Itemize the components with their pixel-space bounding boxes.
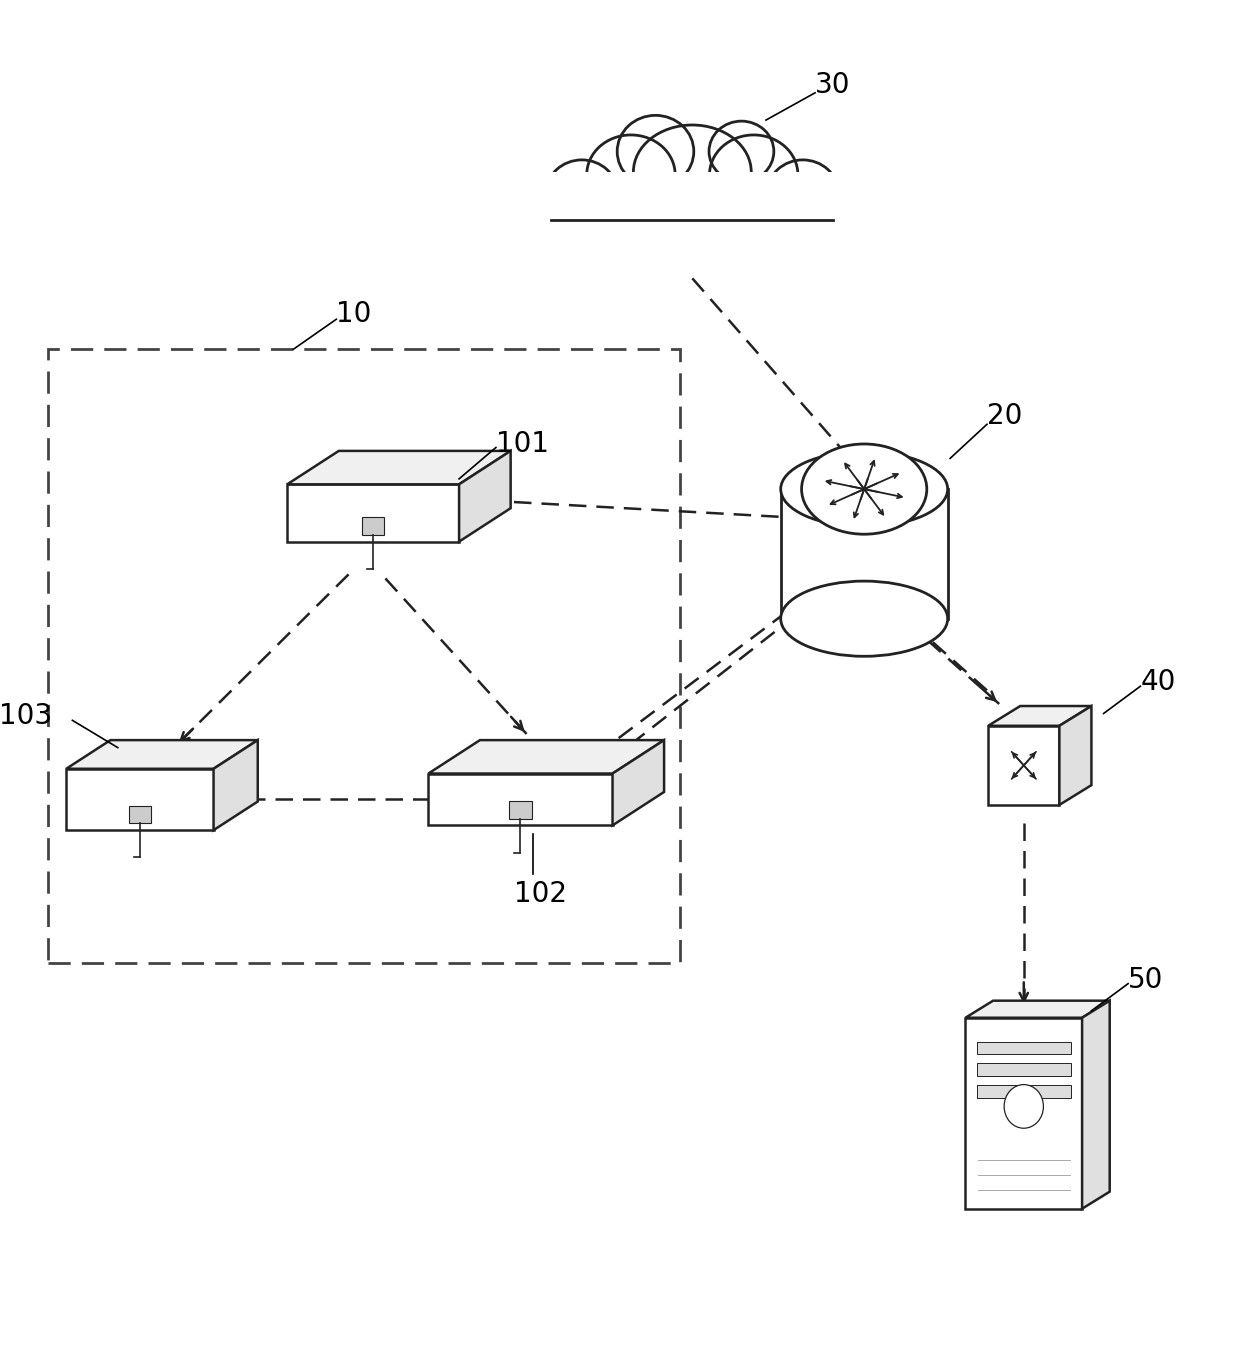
Ellipse shape	[618, 115, 694, 187]
Text: 50: 50	[1128, 965, 1163, 994]
Text: 10: 10	[336, 299, 372, 328]
Text: 20: 20	[987, 402, 1022, 431]
Polygon shape	[459, 451, 511, 541]
Circle shape	[1004, 1084, 1043, 1128]
Polygon shape	[966, 1018, 1083, 1208]
Polygon shape	[213, 740, 258, 830]
Text: 30: 30	[815, 71, 851, 98]
Polygon shape	[288, 451, 511, 484]
Ellipse shape	[547, 160, 618, 224]
Ellipse shape	[768, 160, 838, 224]
Ellipse shape	[634, 124, 751, 219]
Ellipse shape	[801, 444, 926, 534]
Ellipse shape	[781, 581, 947, 656]
Polygon shape	[362, 517, 384, 534]
Polygon shape	[977, 1042, 1071, 1054]
Text: 102: 102	[515, 880, 568, 908]
Polygon shape	[781, 489, 947, 619]
Ellipse shape	[587, 135, 675, 215]
Polygon shape	[510, 801, 532, 819]
Polygon shape	[1059, 705, 1091, 805]
Polygon shape	[129, 805, 151, 823]
Text: 103: 103	[0, 703, 52, 730]
Polygon shape	[1083, 1001, 1110, 1208]
Polygon shape	[533, 172, 852, 241]
Text: 40: 40	[1141, 668, 1176, 696]
Ellipse shape	[709, 122, 774, 182]
Ellipse shape	[709, 135, 797, 215]
Polygon shape	[977, 1085, 1071, 1098]
Text: 101: 101	[496, 429, 549, 458]
Polygon shape	[66, 740, 258, 768]
Polygon shape	[988, 705, 1091, 726]
Polygon shape	[66, 768, 213, 830]
Ellipse shape	[781, 451, 947, 526]
Polygon shape	[428, 740, 665, 774]
Polygon shape	[988, 726, 1059, 805]
Polygon shape	[428, 774, 613, 826]
Polygon shape	[966, 1001, 1110, 1018]
Polygon shape	[613, 740, 665, 826]
Polygon shape	[977, 1064, 1071, 1076]
Polygon shape	[288, 484, 459, 541]
